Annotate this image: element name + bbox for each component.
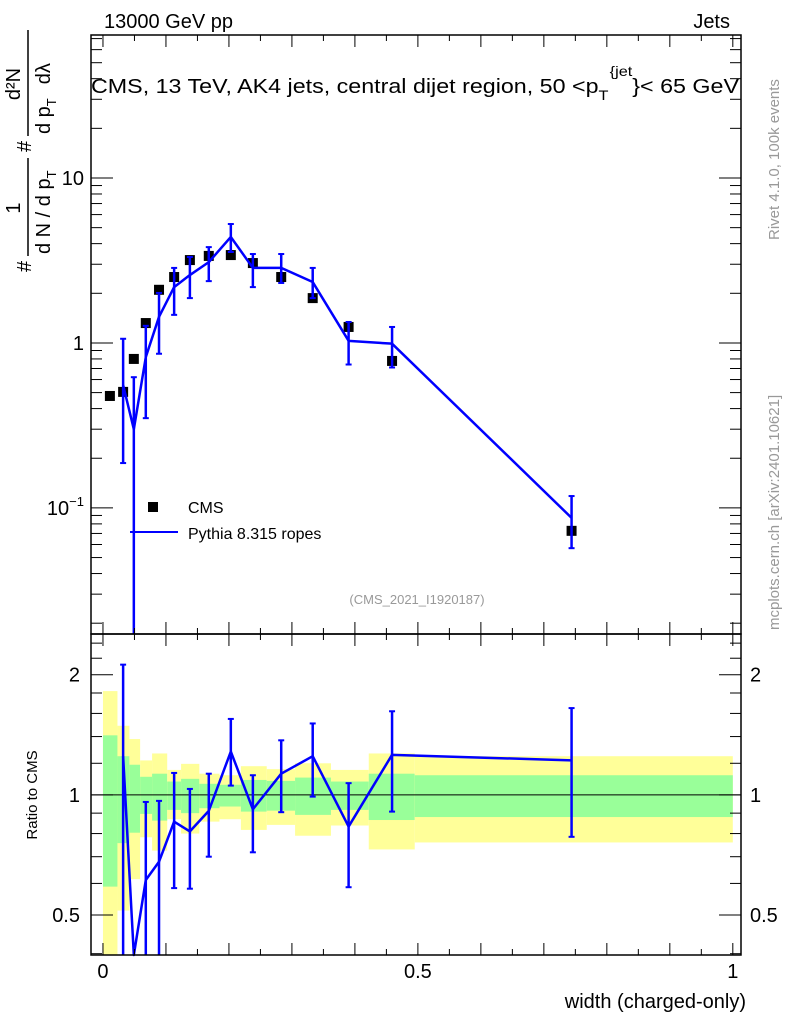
x-tick-label: 1 (727, 961, 738, 983)
ratio-y-axis-label: Ratio to CMS (24, 750, 41, 839)
analysis-id-label: (CMS_2021_I1920187) (349, 592, 484, 607)
pythia-line (121, 235, 573, 519)
legend-cms-marker (148, 502, 158, 512)
ratio-y-tick-label: 1 (69, 785, 80, 807)
title-superscript: {jet (610, 63, 633, 79)
main-y-tick-label: 1 (73, 333, 84, 355)
legend: CMS Pythia 8.315 ropes (130, 500, 321, 543)
ylabel-denominator-2: d pTdλ (33, 63, 59, 134)
ylabel-hash: # (14, 260, 36, 272)
ratio-y-tick-label-right: 2 (750, 665, 761, 687)
ratio-band-green (414, 775, 733, 818)
x-tick-label: 0.5 (404, 961, 432, 983)
title-subscript: T (599, 87, 609, 103)
main-y-axis-label: # 1 d N / d pT # d²N d pTdλ (3, 30, 59, 272)
main-y-tick-label: 10 (62, 168, 84, 190)
ratio-y-tick-label: 0.5 (52, 905, 80, 927)
cms-data-point (128, 353, 139, 364)
title-text: CMS, 13 TeV, AK4 jets, central dijet reg… (91, 76, 599, 98)
plot-title: CMS, 13 TeV, AK4 jets, central dijet reg… (91, 63, 740, 103)
ratio-line (121, 750, 572, 957)
ratio-band-green (102, 735, 118, 887)
process-label: Jets (693, 11, 730, 33)
beam-label: 13000 GeV pp (104, 11, 233, 33)
x-axis-label: width (charged-only) (564, 991, 746, 1013)
main-y-tick-label: 10−1 (47, 494, 84, 520)
ratio-y-tick-label-right: 0.5 (750, 905, 778, 927)
ratio-uncertainty-bands (91, 691, 741, 955)
x-tick-label: 0 (97, 961, 108, 983)
title-text-end: }< 65 GeV (632, 76, 739, 98)
ylabel-numerator-2: d²N (3, 68, 25, 100)
axes: 0 0.5 1 10−1 1 10 0.5 0.5 1 1 2 2 (47, 34, 778, 983)
cms-data-point (104, 390, 115, 401)
ylabel-numerator-1: 1 (3, 202, 25, 213)
ratio-band-green (152, 773, 168, 821)
legend-cms-label: CMS (188, 500, 224, 517)
ratio-band-green (129, 764, 141, 833)
cms-data-point (225, 250, 236, 261)
mcplots-label: mcplots.cern.ch [arXiv:2401.10621] (766, 395, 783, 630)
rivet-version-label: Rivet 4.1.0, 100k events (766, 79, 783, 240)
ratio-y-tick-label: 2 (69, 665, 80, 687)
cms-data-point (154, 284, 165, 295)
main-panel-frame (90, 34, 742, 635)
legend-pythia-label: Pythia 8.315 ropes (188, 526, 321, 543)
ratio-band-green (219, 784, 241, 807)
cms-data-point (140, 318, 151, 329)
ylabel-hash-2: # (14, 140, 36, 152)
ratio-y-tick-label-right: 1 (750, 785, 761, 807)
ratio-panel-series (120, 663, 575, 957)
main-panel-series (104, 223, 577, 634)
ylabel-denominator-1: d N / d pT (33, 170, 59, 254)
